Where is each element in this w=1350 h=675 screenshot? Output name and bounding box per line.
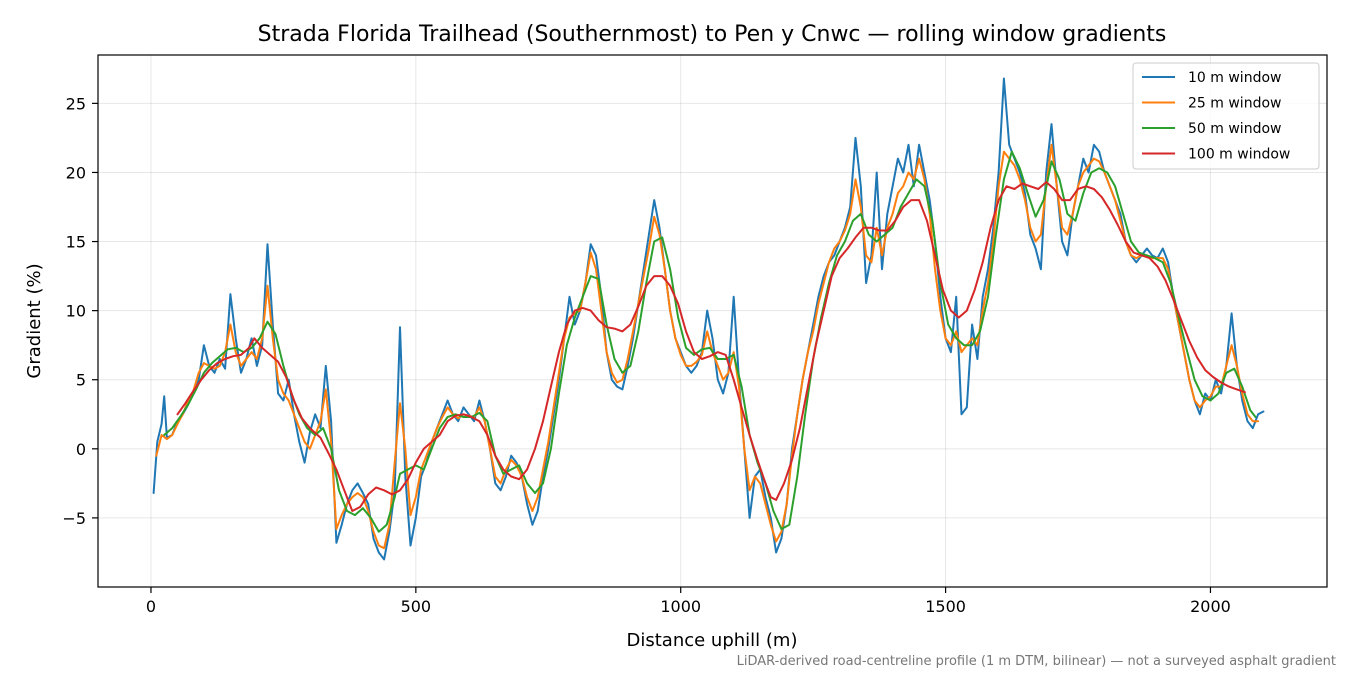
y-tick-label: 0 <box>76 440 86 459</box>
y-tick-label: 5 <box>76 371 86 390</box>
grid-lines <box>98 55 1327 587</box>
series-line-2 <box>155 143 1260 550</box>
y-axis-label: Gradient (%) <box>24 263 45 378</box>
legend-label: 100 m window <box>1188 147 1290 163</box>
series-lines <box>152 77 1265 561</box>
x-tick-label: 1000 <box>660 597 701 616</box>
legend: 10 m window 25 m window 50 m window 100 m w… <box>1132 62 1320 170</box>
series-line-3 <box>163 150 1257 533</box>
legend-label: 50 m window <box>1188 121 1281 137</box>
chart-title: Strada Florida Trailhead (Southernmost) … <box>258 22 1167 47</box>
x-tick-label: 0 <box>146 597 156 616</box>
footnote: LiDAR-derived road-centreline profile (1… <box>737 654 1336 669</box>
y-tick-label: −5 <box>62 509 86 528</box>
x-tick-label: 1500 <box>925 597 966 616</box>
y-tick-label: 10 <box>66 302 86 321</box>
y-tick-label: 15 <box>66 233 86 252</box>
legend-label: 10 m window <box>1188 70 1281 86</box>
series-line-4 <box>176 181 1246 512</box>
x-tick-label: 2000 <box>1190 597 1231 616</box>
y-axis-ticks: −5 0 5 10 15 20 25 <box>62 94 98 528</box>
legend-label: 25 m window <box>1188 96 1281 112</box>
x-axis-label: Distance uphill (m) <box>627 630 798 651</box>
y-tick-label: 25 <box>66 94 86 113</box>
plot-frame <box>97 54 1328 588</box>
series-line-1 <box>152 77 1265 561</box>
y-tick-label: 20 <box>66 163 86 182</box>
x-axis-ticks: 0 500 1000 1500 2000 <box>146 587 1231 616</box>
legend-box <box>1132 62 1320 170</box>
x-tick-label: 500 <box>401 597 432 616</box>
